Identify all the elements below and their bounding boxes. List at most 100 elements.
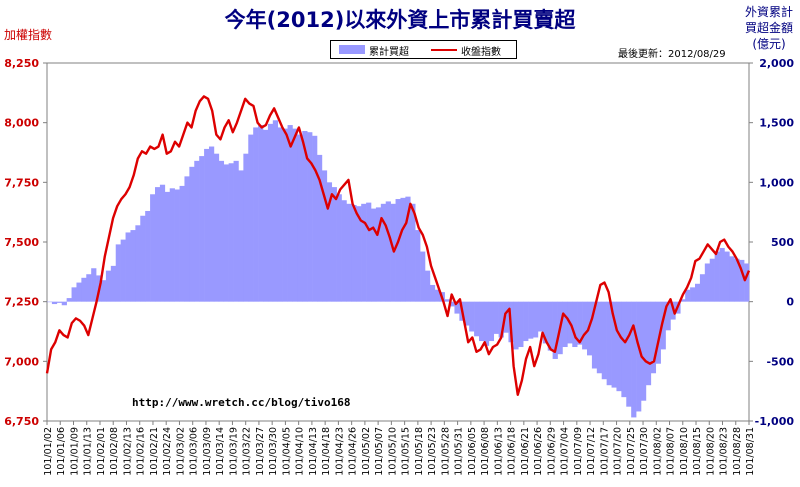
bar xyxy=(150,194,156,302)
x-tick-label: 101/06/13 xyxy=(493,427,504,476)
bar xyxy=(528,301,534,339)
x-tick-label: 101/02/21 xyxy=(149,427,160,476)
x-tick-label: 101/06/08 xyxy=(480,427,491,476)
bar xyxy=(282,128,288,302)
x-tick-label: 101/05/02 xyxy=(361,427,372,476)
right-tick-label: 500 xyxy=(771,236,794,249)
bar xyxy=(513,301,519,350)
bar xyxy=(263,129,269,302)
bar xyxy=(498,301,504,338)
bar xyxy=(636,301,642,412)
bar xyxy=(479,301,485,342)
last-updated-label: 最後更新：2012/08/29 xyxy=(618,49,726,60)
legend-line-swatch xyxy=(431,49,457,51)
bar xyxy=(650,301,657,374)
bar xyxy=(155,187,161,302)
right-axis-label: 外資累計 買超金額 (億元) xyxy=(744,5,793,51)
bar xyxy=(218,160,225,302)
bar xyxy=(351,205,357,302)
x-tick-label: 101/03/27 xyxy=(255,427,266,476)
bar xyxy=(145,210,151,302)
x-tick-label: 101/03/22 xyxy=(242,427,253,476)
bar xyxy=(744,263,750,302)
right-tick-label: -1,000 xyxy=(755,415,795,428)
bar xyxy=(86,274,92,302)
bar xyxy=(159,184,166,302)
bar xyxy=(523,301,529,342)
x-tick-label: 101/05/23 xyxy=(427,427,438,476)
left-tick-label: 7,250 xyxy=(4,296,39,309)
x-tick-label: 101/01/09 xyxy=(70,427,81,476)
x-tick-label: 101/07/12 xyxy=(586,427,597,476)
bar xyxy=(577,301,583,345)
x-tick-label: 101/01/02 xyxy=(43,427,54,476)
x-tick-label: 101/03/09 xyxy=(202,427,213,476)
bar xyxy=(621,301,627,398)
bar xyxy=(542,301,549,344)
legend-bar-swatch xyxy=(339,45,365,54)
bar xyxy=(321,170,328,302)
left-tick-label: 7,750 xyxy=(4,176,39,189)
chart-legend: 累計買超 收盤指數 xyxy=(330,40,517,59)
bar xyxy=(312,135,318,302)
bar xyxy=(174,189,180,302)
bar xyxy=(390,203,396,302)
bar xyxy=(341,200,347,302)
x-tick-label: 101/06/21 xyxy=(520,427,531,476)
bar xyxy=(277,127,283,302)
x-tick-label: 101/08/15 xyxy=(692,427,703,476)
x-tick-label: 101/08/23 xyxy=(719,427,730,476)
bar xyxy=(179,185,185,302)
right-tick-label: 0 xyxy=(786,296,794,309)
bar xyxy=(371,208,377,302)
x-tick-label: 101/08/02 xyxy=(652,427,663,476)
bar xyxy=(361,203,367,302)
bar xyxy=(685,289,691,302)
x-tick-label: 101/08/28 xyxy=(732,427,743,476)
bar xyxy=(91,268,97,302)
bar xyxy=(449,301,455,307)
bar xyxy=(56,301,63,303)
bar xyxy=(645,301,652,386)
x-tick-label: 101/08/20 xyxy=(705,427,716,476)
left-axis-label: 加權指數 xyxy=(4,28,53,42)
bar xyxy=(385,201,391,302)
bar xyxy=(238,170,244,302)
bar xyxy=(425,270,431,302)
x-tick-label: 101/07/09 xyxy=(573,427,584,476)
x-tick-label: 101/07/04 xyxy=(560,427,571,476)
bar xyxy=(454,301,460,314)
bar xyxy=(248,134,254,302)
bar xyxy=(194,160,200,302)
x-tick-label: 101/03/30 xyxy=(268,427,279,476)
bar xyxy=(631,301,637,418)
x-tick-label: 101/03/02 xyxy=(176,427,187,476)
bar xyxy=(51,301,58,305)
x-tick-label: 101/03/19 xyxy=(228,427,239,476)
bar xyxy=(233,160,239,302)
bar xyxy=(228,163,234,302)
bar xyxy=(655,301,661,364)
x-tick-label: 101/06/18 xyxy=(507,427,518,476)
x-tick-label: 101/03/14 xyxy=(215,427,226,476)
x-tick-label: 101/02/13 xyxy=(123,427,134,476)
right-tick-label: -500 xyxy=(766,355,794,368)
bar xyxy=(606,301,612,386)
bar xyxy=(714,251,720,302)
x-tick-label: 101/06/05 xyxy=(467,427,478,476)
bar xyxy=(474,301,480,337)
bar xyxy=(665,301,671,331)
bar xyxy=(616,301,622,392)
bar xyxy=(405,196,411,302)
bar xyxy=(292,128,298,302)
x-tick-label: 101/03/06 xyxy=(189,427,200,476)
bar xyxy=(626,301,632,407)
bar xyxy=(243,153,249,302)
bar xyxy=(81,277,87,302)
bar xyxy=(729,256,735,302)
bar xyxy=(287,125,293,302)
x-tick-label: 101/02/08 xyxy=(109,427,120,476)
bar xyxy=(611,301,617,388)
bar xyxy=(105,270,112,302)
